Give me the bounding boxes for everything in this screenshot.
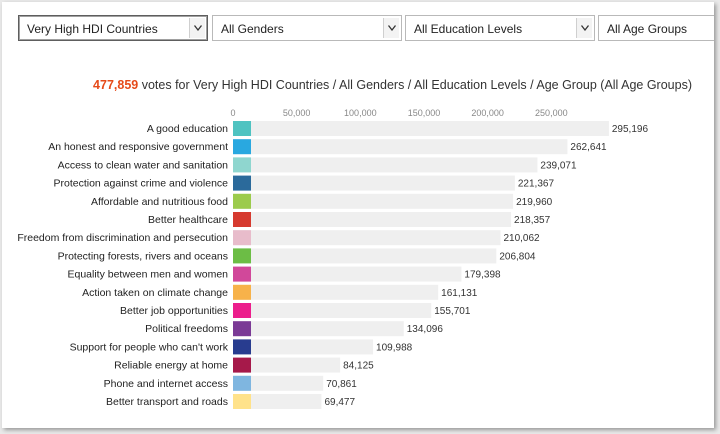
bar-color-swatch xyxy=(233,248,251,264)
chart-panel: Very High HDI Countries All Genders All … xyxy=(2,2,714,428)
value-label: 161,131 xyxy=(441,288,478,299)
bar-color-swatch xyxy=(233,284,251,300)
bar xyxy=(233,266,462,282)
value-label: 155,701 xyxy=(434,306,471,317)
category-label: Better job opportunities xyxy=(120,305,228,317)
age-filter-value: All Age Groups xyxy=(607,22,688,36)
value-label: 221,367 xyxy=(518,179,555,190)
x-tick-label: 250,000 xyxy=(535,108,568,118)
category-label: Equality between men and women xyxy=(67,269,228,281)
category-label: Support for people who can't work xyxy=(70,341,229,353)
bar xyxy=(233,212,512,227)
bar xyxy=(233,248,497,264)
gender-filter-value: All Genders xyxy=(221,22,284,36)
category-label: Phone and internet access xyxy=(104,378,228,390)
value-label: 219,960 xyxy=(516,197,553,208)
x-tick-label: 150,000 xyxy=(408,108,441,118)
value-label: 262,641 xyxy=(570,142,607,153)
hdi-filter-value: Very High HDI Countries xyxy=(27,22,158,36)
bar-color-swatch xyxy=(233,157,251,173)
value-label: 134,096 xyxy=(407,324,444,335)
category-label: Reliable energy at home xyxy=(114,360,228,372)
category-label: Better healthcare xyxy=(148,214,228,226)
value-label: 239,071 xyxy=(540,160,577,171)
vote-count: 477,859 xyxy=(93,78,139,92)
bar-color-swatch xyxy=(233,139,251,155)
category-label: Action taken on climate change xyxy=(82,287,228,299)
bar-color-swatch xyxy=(233,266,251,282)
bar-color-swatch xyxy=(233,230,251,246)
category-label: An honest and responsive government xyxy=(48,141,228,153)
chevron-down-icon[interactable] xyxy=(383,18,399,38)
bar-color-swatch xyxy=(233,193,251,209)
bar xyxy=(233,375,324,391)
bar xyxy=(233,339,374,355)
bar xyxy=(233,394,322,409)
x-tick-label: 50,000 xyxy=(283,108,311,118)
vote-summary: 477,859 votes for Very High HDI Countrie… xyxy=(2,78,692,92)
bar-color-swatch xyxy=(233,303,251,318)
vote-summary-text: votes for Very High HDI Countries / All … xyxy=(141,78,692,92)
category-label: Better transport and roads xyxy=(106,396,228,408)
bar-color-swatch xyxy=(233,175,251,191)
hdi-filter-select[interactable]: Very High HDI Countries xyxy=(18,15,208,41)
bar xyxy=(233,303,432,318)
education-filter-select[interactable]: All Education Levels xyxy=(405,15,595,41)
bar-color-swatch xyxy=(233,357,251,373)
education-filter-value: All Education Levels xyxy=(414,22,523,36)
bar xyxy=(233,284,439,300)
bar-color-swatch xyxy=(233,375,251,391)
bar xyxy=(233,175,515,191)
bar-color-swatch xyxy=(233,339,251,355)
age-filter-select[interactable]: All Age Groups xyxy=(598,15,714,41)
x-tick-label: 200,000 xyxy=(471,108,504,118)
bar xyxy=(233,230,501,246)
value-label: 84,125 xyxy=(343,361,374,372)
value-label: 210,062 xyxy=(503,233,540,244)
category-label: A good education xyxy=(147,123,228,135)
bar xyxy=(233,357,341,373)
bar-color-swatch xyxy=(233,212,251,227)
ranking-bar-chart: 0 50,000 100,000 150,000 200,000 250,000 A goo… xyxy=(17,108,649,409)
value-label: 109,988 xyxy=(376,342,413,353)
bar xyxy=(233,193,514,209)
category-label: Affordable and nutritious food xyxy=(91,196,228,208)
value-label: 206,804 xyxy=(499,251,536,262)
bar-color-swatch xyxy=(233,121,251,136)
category-label: Political freedoms xyxy=(145,323,228,335)
category-label: Protection against crime and violence xyxy=(53,178,228,190)
bar xyxy=(233,121,609,136)
value-label: 295,196 xyxy=(612,124,649,135)
bar xyxy=(233,157,538,173)
bar-color-swatch xyxy=(233,321,251,337)
category-label: Freedom from discrimination and persecut… xyxy=(17,232,228,244)
value-label: 218,357 xyxy=(514,215,551,226)
bar xyxy=(233,139,568,155)
x-tick-label: 0 xyxy=(230,108,235,118)
chevron-down-icon[interactable] xyxy=(189,18,205,38)
chevron-down-icon[interactable] xyxy=(576,18,592,38)
value-label: 69,477 xyxy=(324,397,355,408)
bar-color-swatch xyxy=(233,394,251,409)
value-label: 179,398 xyxy=(464,270,501,281)
gender-filter-select[interactable]: All Genders xyxy=(212,15,402,41)
bar xyxy=(233,321,404,337)
value-label: 70,861 xyxy=(326,379,357,390)
x-tick-label: 100,000 xyxy=(344,108,377,118)
category-label: Protecting forests, rivers and oceans xyxy=(58,250,228,262)
category-label: Access to clean water and sanitation xyxy=(58,159,229,171)
